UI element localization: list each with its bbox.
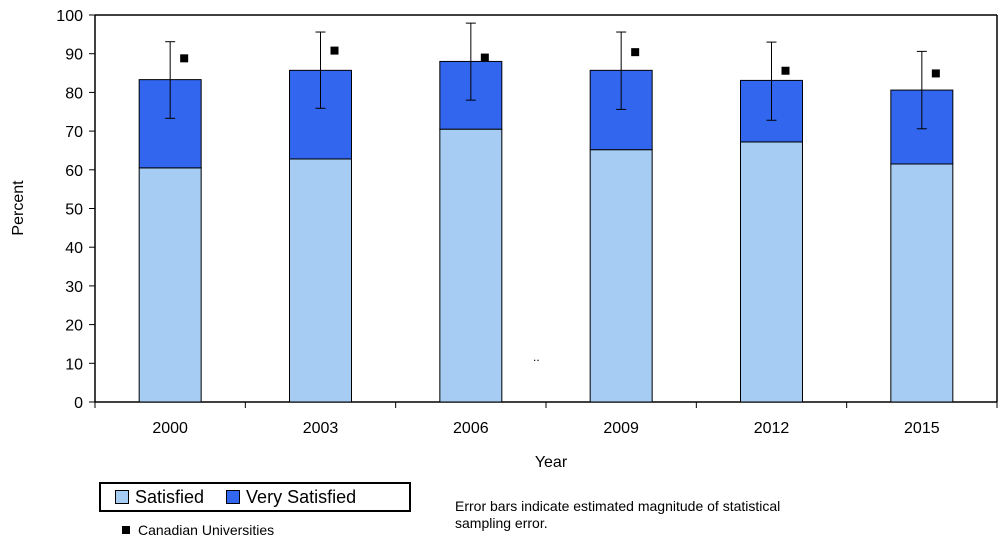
y-tick-label: 80 [65,85,83,102]
x-tick-label: 2009 [603,420,639,437]
satisfied-swatch [115,490,129,504]
y-tick-label: 40 [65,240,83,257]
legend-label-very-satisfied: Very Satisfied [246,486,357,507]
y-tick-label: 20 [65,318,83,335]
marker-swatch [122,526,130,534]
legend-item-satisfied: Satisfied [115,487,204,508]
bar-satisfied [740,141,803,403]
x-tick-label: 2000 [152,420,188,437]
legend-item-canadian-universities: Canadian Universities [122,522,274,538]
y-tick-label: 50 [65,202,83,219]
stacked-bar-chart: 0 10 20 30 40 50 60 70 80 90 100 2000 2003 2006 2009 20… [10,8,998,471]
plot-area: 0 10 20 30 40 50 60 70 80 90 100 2000 2003 2006 2009 20… [56,8,998,437]
canadian-universities-marker [330,46,339,55]
bar-satisfied [138,167,202,403]
x-tick-label: 2012 [754,420,790,437]
x-tick-label: 2003 [303,420,339,437]
canadian-universities-marker [931,69,940,78]
y-tick-label: 0 [74,395,83,412]
canadian-universities-marker [781,66,790,75]
legend: Satisfied Very Satisfied [99,482,411,512]
canadian-universities-marker [480,53,489,62]
bar-satisfied [289,158,352,403]
canadian-universities-marker [180,54,189,63]
y-axis-title: Percent [10,180,27,236]
stray-mark: .. [533,350,540,364]
y-tick-label: 90 [65,47,83,64]
y-tick-label: 60 [65,163,83,180]
bar-satisfied [589,149,653,403]
legend-item-very-satisfied: Very Satisfied [226,487,356,508]
bar-satisfied [439,128,503,403]
x-tick-label: 2006 [453,420,489,437]
canadian-universities-marker [631,48,640,57]
legend-label-satisfied: Satisfied [135,486,205,507]
x-tick-label: 2015 [904,420,940,437]
y-tick-label: 100 [56,8,83,25]
y-tick-label: 30 [65,279,83,296]
y-tick-label: 70 [65,124,83,141]
very-satisfied-swatch [226,490,241,504]
x-axis-title: Year [535,454,568,471]
legend-label-canadian-universities: Canadian Universities [138,522,275,538]
error-bar-note: Error bars indicate estimated magnitude … [455,498,781,531]
bar-satisfied [890,163,954,403]
y-tick-label: 10 [65,356,83,373]
